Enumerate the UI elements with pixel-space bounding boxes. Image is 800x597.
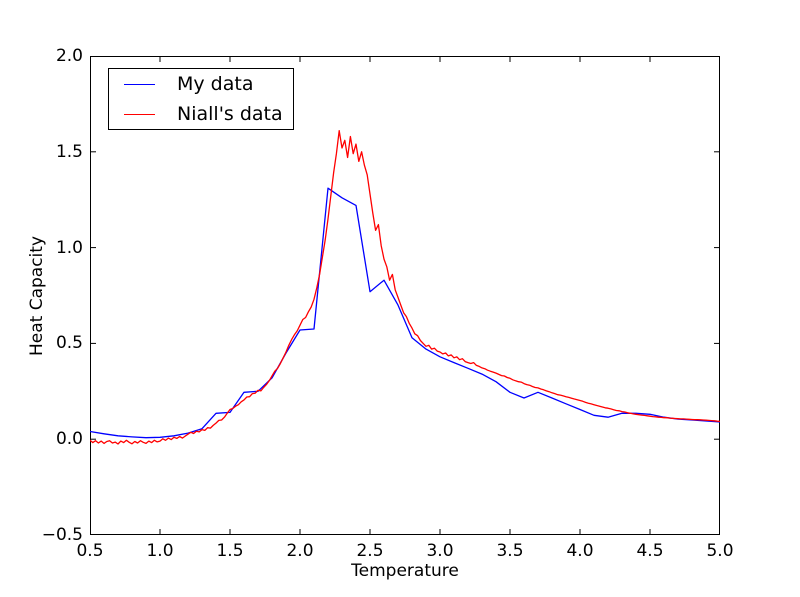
my-data-line-sample: [124, 83, 155, 85]
x-tick-label: 2.5: [356, 541, 384, 561]
y-tick-label: −0.5: [41, 525, 83, 545]
plot-area: [89, 55, 721, 536]
axes-frame: [90, 56, 720, 535]
y-tick-label: 1.0: [55, 237, 83, 258]
x-tick-label: 5.0: [706, 541, 734, 561]
y-tick-label: 0.0: [55, 429, 83, 450]
x-tick-label: 3.0: [426, 541, 454, 561]
x-tick-label: 4.5: [636, 541, 664, 561]
y-tick-label: 2.0: [55, 46, 83, 66]
y-tick-label: 1.5: [55, 141, 83, 162]
nialls-data-line-sample: [124, 113, 155, 115]
x-tick-label: 1.0: [146, 541, 174, 561]
legend-label: Niall's data: [177, 102, 283, 125]
legend-entry-nialls-data: Niall's data: [109, 102, 293, 125]
y-tick-label: 0.5: [55, 333, 83, 354]
x-tick-label: 4.0: [566, 541, 594, 561]
niall-s-data-line: [89, 130, 721, 445]
legend-entry-my-data: My data: [109, 72, 293, 95]
x-tick-label: 2.0: [286, 541, 314, 561]
x-tick-label: 1.5: [216, 541, 244, 561]
legend: My data Niall's data: [108, 68, 294, 130]
my-data-line: [89, 187, 721, 439]
x-tick-label: 3.5: [496, 541, 524, 561]
x-tick-label: 0.5: [76, 541, 104, 561]
legend-label: My data: [177, 72, 254, 95]
x-axis-label: Temperature: [351, 561, 459, 581]
